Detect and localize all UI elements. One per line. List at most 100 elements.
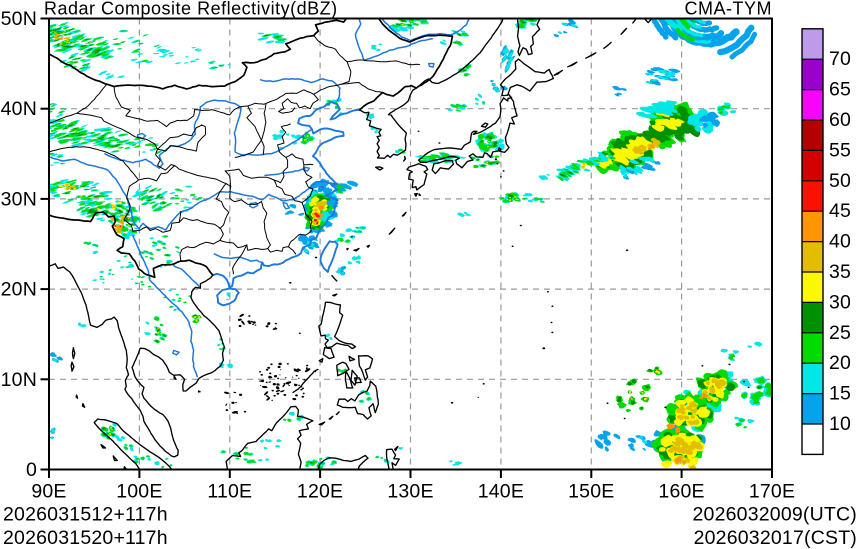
province-border [224,153,314,187]
reef-speck [279,374,281,376]
island-dot [450,401,454,404]
coastline [499,58,554,97]
province-border [260,201,271,249]
reef-speck [231,401,235,404]
echo-cluster [398,447,404,450]
model-label: CMA-TYM [685,0,773,19]
echo-cluster [648,144,655,151]
echo-cluster [513,18,538,29]
echo-cluster [171,188,203,205]
coastline [567,61,578,68]
echo-cluster [112,206,117,209]
x-tick-label: 100E [116,481,162,503]
cyclone-band [692,18,706,25]
reef-speck [225,403,228,406]
river [380,18,471,42]
echo-cluster [469,154,501,168]
echo-cluster [163,294,191,311]
echo-cluster [63,56,90,70]
province-border [229,185,262,205]
reef-speck [282,383,286,388]
coastline [344,370,354,389]
reef-speck [293,398,297,401]
coastline [328,415,334,420]
reef-speck [305,368,308,370]
echo-cluster [476,159,496,167]
province-border [157,124,207,152]
island-dot [606,402,609,405]
coastline [81,403,86,408]
reef-speck [302,392,305,395]
island-dot [551,305,554,308]
echo-cluster [627,435,649,452]
colorbar-label: 30 [829,291,851,313]
coastline [403,155,407,162]
echo-cluster [353,226,366,233]
reef-speck [250,320,253,323]
reef-speck [293,368,299,373]
province-border [277,123,291,158]
colorbar-label: 45 [829,200,851,222]
echo-cluster [508,196,520,202]
y-tick-label: 10N [1,369,37,391]
coastline [93,418,173,470]
reef-speck [314,370,317,373]
echo-cluster [337,237,351,243]
reef-speck [265,381,268,384]
echo-cluster [86,126,135,153]
coastline [49,263,225,458]
radar-echoes [49,18,772,470]
echo-cluster [452,30,469,45]
reef-speck [252,321,256,324]
colorbar-segment [802,272,823,303]
province-border [178,211,182,223]
echo-cluster [63,124,84,140]
colorbar-label: 65 [829,79,851,101]
echo-cluster [49,152,65,165]
footer-init-cst: 2026031520+117h [3,527,168,549]
echo-cluster [100,422,120,440]
echo-cluster [193,316,201,322]
reef-speck [301,395,305,398]
echo-cluster [80,38,102,57]
island-dot [500,176,502,178]
reef-speck [239,393,243,396]
coastline [418,193,422,196]
echo-cluster [717,105,731,115]
reef-speck [268,381,272,383]
echo-cluster [623,175,628,178]
reef-speck [264,391,269,396]
cyclone-band [717,24,755,56]
coastline [336,380,380,420]
echo-cluster [303,241,315,254]
echo-cluster [114,225,122,227]
coastline [318,357,324,363]
echo-cluster [135,276,151,288]
cyclone-band [664,18,683,32]
echo-cluster [559,167,577,177]
province-border [232,244,248,275]
reef-speck [267,323,270,325]
colorbar-segment [802,241,823,273]
reef-speck [301,387,305,390]
coastline [70,361,75,372]
echo-cluster [563,159,601,174]
echo-cluster [111,218,125,233]
island-dot [546,291,549,293]
echo-cluster [156,47,202,65]
coastline [322,347,335,360]
province-border [155,148,176,171]
echo-cluster [87,207,109,216]
coastline [318,301,357,350]
echo-cluster [209,62,224,69]
echo-cluster [64,183,75,190]
coastline [359,87,418,159]
echo-cluster [283,417,301,422]
echo-cluster [98,70,125,80]
echo-cluster [491,83,501,93]
national-border [49,211,214,279]
echo-cluster [616,379,650,410]
echo-cluster [594,430,621,452]
reef-speck [297,377,300,379]
reef-speck [298,384,300,386]
